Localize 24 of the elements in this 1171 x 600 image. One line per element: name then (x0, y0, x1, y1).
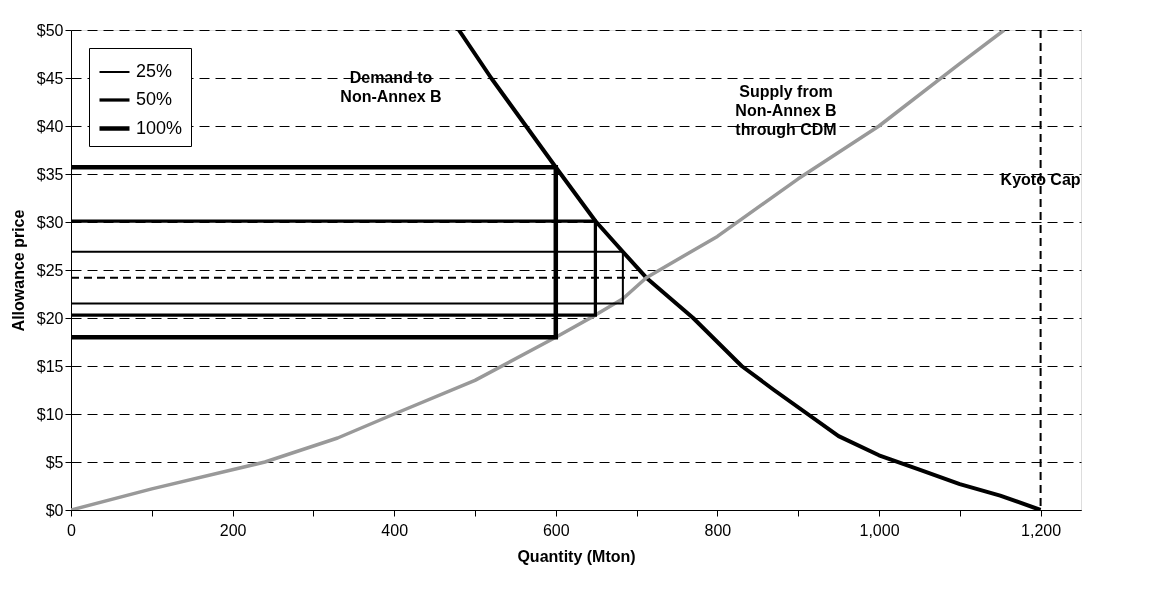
legend-label: 50% (136, 89, 173, 109)
y-tick-label: $40 (36, 117, 64, 135)
ref-line-label: Kyoto Cap (1000, 171, 1081, 188)
y-tick-label: $10 (36, 405, 64, 423)
y-axis-title: Allowance price (9, 209, 27, 332)
x-tick-label: 400 (381, 521, 409, 539)
x-tick-label: 200 (219, 521, 247, 539)
x-tick-label: 800 (704, 521, 732, 539)
legend-label: 25% (136, 61, 173, 81)
y-tick-label: $35 (36, 165, 64, 183)
y-tick-label: $30 (36, 213, 64, 231)
x-tick-label: 0 (67, 521, 77, 539)
y-tick-label: $0 (45, 501, 64, 519)
y-tick-label: $20 (36, 309, 64, 327)
x-axis-title: Quantity (Mton) (517, 547, 636, 565)
y-tick-label: $50 (36, 21, 64, 39)
x-tick-label: 1,200 (1021, 521, 1062, 539)
x-tick-label: 1,000 (859, 521, 900, 539)
y-tick-label: $45 (36, 69, 64, 87)
legend-label: 100% (136, 117, 183, 138)
y-tick-label: $15 (36, 357, 64, 375)
x-tick-label: 600 (542, 521, 570, 539)
y-tick-label: $25 (36, 261, 64, 279)
y-tick-label: $5 (45, 453, 64, 471)
